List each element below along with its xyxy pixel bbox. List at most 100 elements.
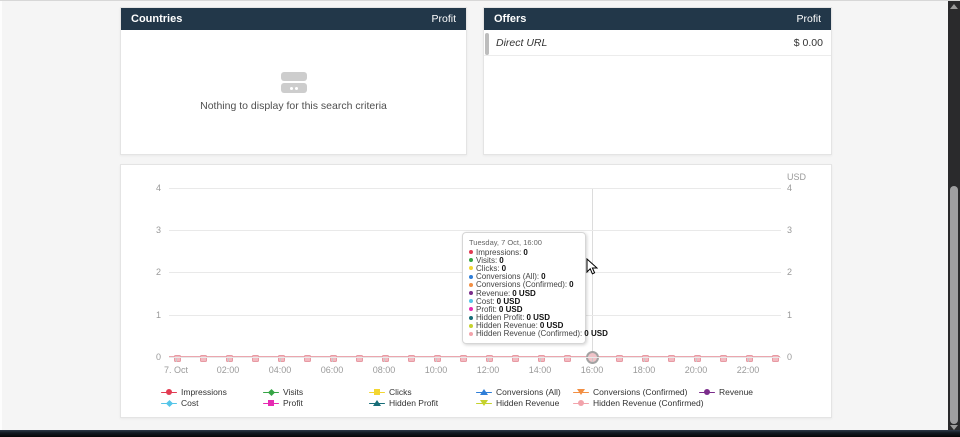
data-point-marker: [563, 354, 571, 362]
tooltip-item-value: 0 USD: [539, 321, 564, 331]
x-axis-label: 04:00: [268, 365, 292, 375]
y-axis-label-left: 3: [155, 225, 161, 235]
x-axis-label: 16:00: [580, 365, 604, 375]
y-axis-label-left: 0: [155, 352, 161, 362]
tooltip-item: Impressions: 0: [469, 247, 579, 257]
series-bullet-icon: [469, 266, 473, 271]
x-axis-label: 14:00: [528, 365, 552, 375]
legend-item-label: Hidden Profit: [389, 398, 439, 408]
countries-profit-column-header: Profit: [431, 13, 456, 25]
data-point-marker: [511, 354, 519, 362]
x-axis-label: 12:00: [476, 365, 500, 375]
y-axis-label-right: 2: [787, 267, 793, 277]
legend-item-conversions-confirmed[interactable]: Conversions (Confirmed): [573, 387, 687, 397]
gridline: [169, 188, 781, 189]
legend-item-label: Conversions (Confirmed): [593, 387, 688, 397]
legend-item-label: Hidden Revenue (Confirmed): [593, 398, 704, 408]
x-axis-tick: [644, 358, 645, 362]
legend-marker-icon: [476, 399, 492, 408]
offers-list-scrollbar[interactable]: [485, 33, 489, 55]
series-bullet-icon: [469, 282, 473, 287]
legend-item-hidden-revenue[interactable]: Hidden Revenue: [476, 398, 559, 408]
x-axis-tick: [280, 358, 281, 362]
legend-item-cost[interactable]: Cost: [161, 398, 198, 408]
tooltip-item-label: Visits:: [476, 255, 498, 265]
legend-item-label: Visits: [283, 387, 304, 397]
tooltip-item: Profit: 0 USD: [469, 304, 579, 314]
legend-item-hidden-profit[interactable]: Hidden Profit: [369, 398, 438, 408]
legend-marker-icon: [263, 388, 279, 397]
x-axis-label: 08:00: [372, 365, 396, 375]
x-axis-tick: [592, 358, 593, 362]
scrollbar-down-arrow-icon[interactable]: [950, 425, 958, 430]
data-point-marker: [433, 354, 441, 362]
data-point-marker: [355, 354, 363, 362]
tooltip-item: Hidden Profit: 0 USD: [469, 313, 579, 323]
legend-item-label: Cost: [181, 398, 199, 408]
legend-item-profit[interactable]: Profit: [263, 398, 303, 408]
plot-area: USD Tuesday, 7 Oct, 16:00 Impressions: 0 V…: [121, 165, 831, 417]
y-axis-label-right: 0: [787, 352, 793, 362]
legend-item-label: Hidden Revenue: [496, 398, 560, 408]
data-point-marker: [615, 354, 623, 362]
x-axis-tick: [540, 358, 541, 362]
x-axis-tick: [228, 358, 229, 362]
scrollbar-up-arrow-icon[interactable]: [950, 4, 958, 9]
data-point-marker: [251, 354, 259, 362]
window-scrollbar[interactable]: [948, 1, 960, 430]
tooltip-item: Revenue: 0 USD: [469, 288, 579, 298]
tooltip-item-value: 0 USD: [526, 313, 551, 323]
tooltip-item-value: 0 USD: [496, 296, 521, 306]
series-bullet-icon: [469, 315, 473, 320]
tooltip-item-value: 0 USD: [512, 288, 536, 298]
offer-name[interactable]: Direct URL: [496, 36, 548, 49]
tooltip-item: Cost: 0 USD: [469, 296, 579, 306]
legend-item-label: Conversions (All): [496, 387, 561, 397]
bottom-taskbar: [0, 430, 960, 437]
tooltip-item: Conversions (All): 0: [469, 272, 579, 281]
tooltip-item-label: Impressions:: [476, 247, 522, 257]
offer-row-direct-url[interactable]: Direct URL $ 0.00: [484, 30, 831, 56]
data-point-marker: [459, 354, 467, 362]
empty-table-icon: [280, 72, 307, 93]
legend-item-hidden-revenue-confirmed[interactable]: Hidden Revenue (Confirmed): [573, 398, 704, 408]
series-bullet-icon: [469, 258, 473, 263]
x-axis-label: 18:00: [632, 365, 656, 375]
y-axis-unit-label: USD: [787, 172, 807, 182]
legend-item-impressions[interactable]: Impressions: [161, 387, 227, 397]
legend-item-conversions-all[interactable]: Conversions (All): [476, 387, 561, 397]
tooltip-item-label: Hidden Revenue (Confirmed):: [476, 329, 583, 339]
x-axis-label: 7. Oct: [163, 365, 188, 375]
offer-profit-value: $ 0.00: [793, 36, 823, 49]
series-bullet-icon: [469, 250, 473, 255]
gridline: [169, 230, 781, 231]
tooltip-item: Conversions (Confirmed): 0: [469, 280, 579, 290]
offers-panel-title: Offers: [494, 13, 527, 25]
tooltip-title: Tuesday, 7 Oct, 16:00: [469, 238, 542, 247]
legend-item-visits[interactable]: Visits: [263, 387, 303, 397]
legend-marker-icon: [369, 388, 385, 397]
x-axis-tick: [488, 358, 489, 362]
x-axis-tick: [748, 358, 749, 362]
legend-item-clicks[interactable]: Clicks: [369, 387, 412, 397]
data-point-marker: [641, 354, 649, 362]
tooltip-item-label: Revenue:: [476, 288, 511, 298]
data-point-marker: [329, 354, 337, 362]
data-point-marker: [745, 354, 753, 362]
data-point-marker: [719, 354, 727, 362]
chart-panel: USD Tuesday, 7 Oct, 16:00 Impressions: 0 V…: [120, 164, 832, 418]
y-axis-label-left: 1: [155, 310, 161, 320]
tooltip-item: Hidden Revenue (Confirmed): 0 USD: [469, 329, 608, 339]
gridline: [169, 357, 781, 358]
legend-marker-icon: [161, 388, 177, 397]
tooltip-item: Clicks: 0: [469, 264, 579, 273]
series-bullet-icon: [469, 299, 473, 304]
data-point-marker: [407, 354, 415, 362]
scrollbar-thumb[interactable]: [950, 186, 958, 424]
countries-panel-title: Countries: [131, 13, 183, 25]
tooltip-item-label: Conversions (Confirmed):: [476, 280, 568, 290]
tooltip-item-label: Profit:: [476, 304, 497, 314]
legend-item-revenue[interactable]: Revenue: [699, 387, 753, 397]
offers-panel: Offers Profit Direct URL $ 0.00: [483, 7, 832, 155]
legend-marker-icon: [699, 388, 715, 397]
